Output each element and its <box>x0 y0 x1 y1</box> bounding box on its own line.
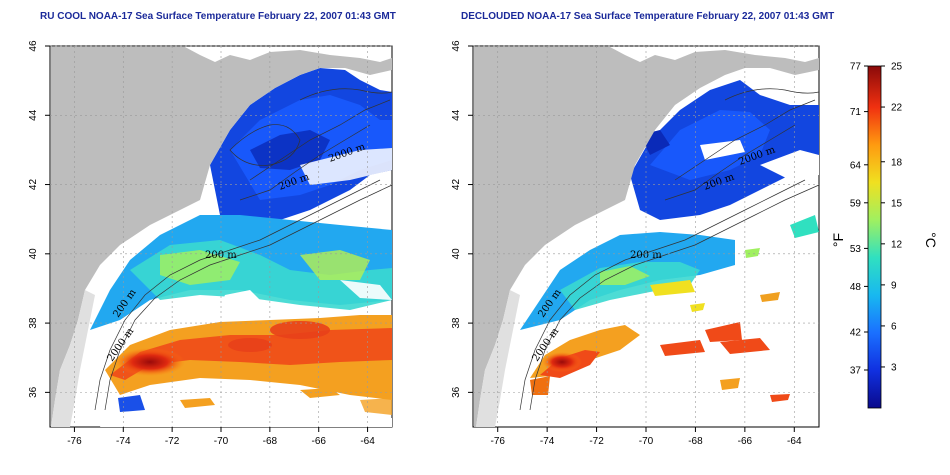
coastline-land-right <box>474 47 819 427</box>
y-tick-label: 38 <box>451 317 462 329</box>
sst-field-left <box>90 68 392 427</box>
x-tick-label: -76 <box>490 436 505 447</box>
x-tick-label: -74 <box>540 436 555 447</box>
y-tick-label: 40 <box>451 248 462 260</box>
fahrenheit-tick-label: 71 <box>850 107 862 118</box>
celsius-tick-label: 22 <box>891 103 903 114</box>
axes-right: -76 -74 -72 -70 -68 -66 -64 36 38 40 42 44 46 <box>451 40 802 447</box>
y-tick-label: 44 <box>28 109 39 121</box>
fahrenheit-tick-label: 37 <box>850 366 862 377</box>
y-tick-label: 44 <box>451 109 462 121</box>
x-tick-label: -68 <box>688 436 703 447</box>
sst-field-right <box>520 80 819 402</box>
colorbar-gradient <box>867 65 882 409</box>
celsius-tick-label: 12 <box>891 239 903 250</box>
x-tick-label: -68 <box>263 436 278 447</box>
x-tick-label: -64 <box>787 436 802 447</box>
x-tick-label: -74 <box>116 436 131 447</box>
graticule-right <box>473 45 819 427</box>
x-tick-label: -72 <box>165 436 180 447</box>
y-tick-label: 38 <box>28 317 39 329</box>
bathymetry-contours-left <box>94 88 393 411</box>
coastline-land-left <box>51 47 392 427</box>
x-tick-label: -70 <box>214 436 229 447</box>
y-tick-label: 46 <box>28 40 39 52</box>
celsius-ticks: 25 22 18 15 12 9 6 3 <box>881 62 903 373</box>
left-sst-map: 200 m 2000 m 200 m 200 m 2000 m -76 -74 -7… <box>28 40 393 447</box>
fahrenheit-tick-label: 77 <box>850 62 862 73</box>
fahrenheit-tick-label: 42 <box>850 328 862 339</box>
y-tick-label: 42 <box>451 179 462 191</box>
contour-label: 200 m <box>205 250 237 261</box>
right-sst-map: 200 m 2000 m 200 m 200 m 2000 m -76 -74 -7… <box>451 40 820 447</box>
fahrenheit-ticks: 77 71 64 59 53 48 42 37 <box>850 62 868 377</box>
celsius-tick-label: 3 <box>891 362 897 373</box>
celsius-tick-label: 25 <box>891 62 903 73</box>
y-tick-label: 46 <box>451 40 462 52</box>
x-tick-label: -76 <box>67 436 82 447</box>
celsius-tick-label: 18 <box>891 157 903 168</box>
x-tick-label: -64 <box>360 436 375 447</box>
right-map-title: DECLOUDED NOAA-17 Sea Surface Temperatur… <box>461 11 835 22</box>
left-map-title: RU COOL NOAA-17 Sea Surface Temperature … <box>40 11 396 22</box>
fahrenheit-tick-label: 59 <box>850 198 862 209</box>
x-tick-label: -72 <box>589 436 604 447</box>
graticule-left <box>50 45 392 427</box>
fahrenheit-tick-label: 53 <box>850 244 862 255</box>
x-tick-label: -66 <box>311 436 326 447</box>
fahrenheit-unit-label: °F <box>830 233 846 247</box>
y-tick-label: 36 <box>28 386 39 398</box>
fahrenheit-tick-label: 64 <box>850 160 862 171</box>
contour-label: 200 m <box>630 250 662 261</box>
celsius-tick-label: 9 <box>891 280 897 291</box>
celsius-tick-label: 15 <box>891 198 903 209</box>
celsius-unit-label: °C <box>923 232 939 248</box>
x-tick-label: -66 <box>738 436 753 447</box>
celsius-tick-label: 6 <box>891 321 897 332</box>
y-tick-label: 36 <box>451 386 462 398</box>
y-tick-label: 42 <box>28 179 39 191</box>
axes-left: -76 -74 -72 -70 -68 -66 -64 36 38 40 42 44 46 <box>28 40 375 447</box>
x-tick-label: -70 <box>639 436 654 447</box>
temperature-colorbar: 77 71 64 59 53 48 42 37 25 22 18 15 12 9 6 3 °F °C <box>830 62 939 409</box>
y-tick-label: 40 <box>28 248 39 260</box>
fahrenheit-tick-label: 48 <box>850 282 862 293</box>
bathymetry-contours-right <box>519 88 820 411</box>
